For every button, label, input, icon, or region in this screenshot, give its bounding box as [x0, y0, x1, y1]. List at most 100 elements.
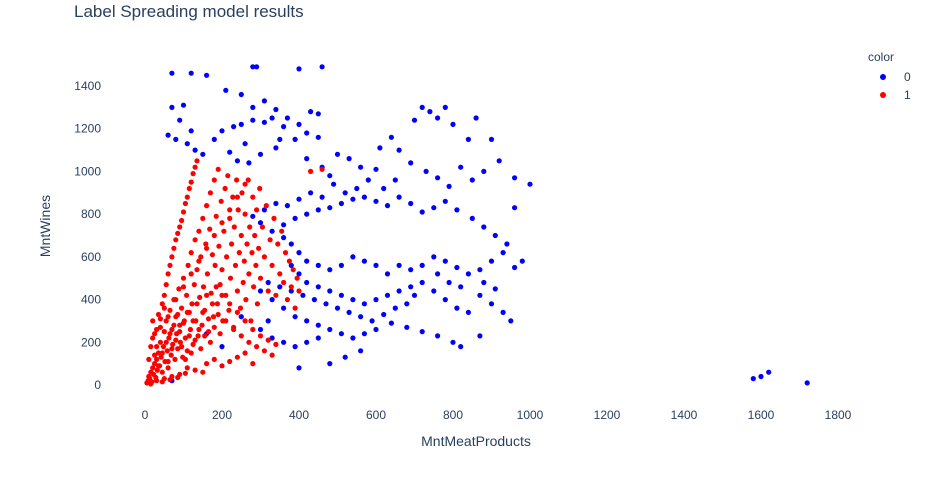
- y-tick-label: 400: [81, 293, 101, 307]
- data-point-series-0: [284, 203, 290, 209]
- data-point-series-1: [232, 262, 239, 268]
- data-point-series-1: [159, 301, 165, 307]
- data-point-series-0: [292, 215, 298, 221]
- data-point-series-0: [365, 177, 371, 183]
- data-point-series-0: [304, 279, 310, 286]
- data-point-series-1: [184, 292, 190, 298]
- data-point-series-0: [388, 320, 394, 326]
- data-point-series-1: [250, 194, 256, 200]
- data-point-series-1: [190, 341, 196, 347]
- data-point-series-1: [222, 185, 228, 192]
- data-point-series-1: [256, 245, 262, 251]
- data-point-series-1: [180, 209, 187, 215]
- data-point-series-1: [254, 207, 260, 213]
- data-point-series-0: [281, 305, 287, 311]
- data-point-series-1: [182, 200, 188, 207]
- data-point-series-1: [176, 286, 182, 292]
- legend-item-1[interactable]: 1: [880, 86, 911, 104]
- data-point-series-1: [175, 374, 181, 381]
- data-point-series-1: [235, 207, 241, 213]
- data-point-series-1: [161, 292, 167, 298]
- data-point-series-1: [163, 318, 169, 324]
- data-point-series-1: [248, 318, 254, 324]
- data-point-series-1: [238, 333, 244, 339]
- data-point-series-1: [182, 370, 188, 376]
- data-point-series-0: [396, 194, 402, 200]
- data-point-series-1: [246, 271, 252, 277]
- data-point-series-0: [292, 314, 298, 320]
- data-point-series-1: [159, 350, 165, 356]
- data-point-series-1: [224, 254, 230, 260]
- x-tick-label: 600: [366, 408, 386, 422]
- data-point-series-1: [204, 203, 210, 209]
- data-point-series-0: [273, 145, 279, 151]
- data-point-series-1: [169, 346, 175, 352]
- data-point-series-0: [315, 207, 321, 213]
- data-point-series-0: [408, 284, 414, 290]
- data-point-series-1: [192, 367, 198, 373]
- legend-label-1: 1: [904, 88, 911, 102]
- data-point-series-0: [511, 175, 518, 181]
- data-point-series-0: [334, 305, 341, 311]
- data-point-series-1: [148, 344, 154, 350]
- data-point-series-1: [170, 341, 176, 347]
- data-point-series-0: [273, 106, 279, 113]
- data-point-series-1: [257, 185, 263, 192]
- data-point-series-1: [219, 363, 225, 369]
- data-point-series-0: [257, 288, 264, 294]
- data-point-series-1: [227, 275, 234, 281]
- legend-marker-1: [880, 92, 886, 98]
- data-point-series-1: [167, 377, 173, 383]
- data-point-series-1: [184, 365, 190, 371]
- data-point-series-1: [242, 181, 248, 187]
- data-point-series-0: [350, 297, 356, 303]
- data-point-series-1: [212, 262, 218, 268]
- data-point-series-0: [296, 271, 302, 277]
- data-point-series-0: [331, 181, 337, 187]
- data-point-series-0: [435, 115, 441, 121]
- data-point-series-0: [419, 279, 425, 286]
- data-point-series-1: [210, 314, 217, 320]
- data-point-series-1: [215, 311, 221, 318]
- data-point-series-1: [179, 305, 185, 311]
- data-point-series-1: [234, 288, 240, 294]
- data-point-series-1: [250, 361, 256, 367]
- data-point-series-0: [431, 205, 437, 211]
- data-point-series-0: [223, 87, 229, 93]
- data-point-series-0: [265, 318, 271, 324]
- data-point-series-1: [275, 241, 281, 247]
- data-point-series-1: [188, 179, 194, 185]
- data-point-series-0: [288, 262, 294, 268]
- data-point-series-0: [188, 128, 194, 134]
- data-point-series-1: [184, 194, 190, 200]
- data-point-series-0: [315, 111, 321, 117]
- data-point-series-0: [408, 267, 414, 273]
- data-point-series-0: [454, 207, 460, 213]
- data-point-series-0: [204, 72, 210, 78]
- data-point-series-0: [296, 196, 302, 202]
- data-point-series-0: [488, 258, 495, 264]
- data-point-series-1: [192, 237, 198, 243]
- data-point-series-1: [154, 378, 160, 384]
- x-tick-label: 1800: [825, 408, 852, 422]
- data-point-series-0: [373, 262, 379, 268]
- data-point-series-0: [373, 326, 379, 333]
- data-point-series-0: [281, 124, 287, 130]
- data-point-series-1: [296, 288, 302, 294]
- data-point-series-1: [273, 341, 279, 347]
- data-point-series-1: [154, 344, 160, 350]
- data-point-series-0: [750, 376, 756, 382]
- data-point-series-1: [182, 335, 188, 341]
- data-point-series-0: [242, 141, 248, 147]
- data-point-series-0: [492, 232, 498, 239]
- data-point-series-1: [172, 356, 178, 362]
- data-point-series-0: [308, 109, 314, 115]
- data-point-series-1: [186, 185, 192, 192]
- data-point-series-0: [257, 220, 264, 226]
- data-point-series-1: [198, 346, 204, 352]
- data-point-series-0: [442, 104, 448, 110]
- data-point-series-1: [189, 301, 195, 307]
- legend-item-0[interactable]: 0: [880, 68, 911, 86]
- data-point-series-1: [219, 292, 225, 298]
